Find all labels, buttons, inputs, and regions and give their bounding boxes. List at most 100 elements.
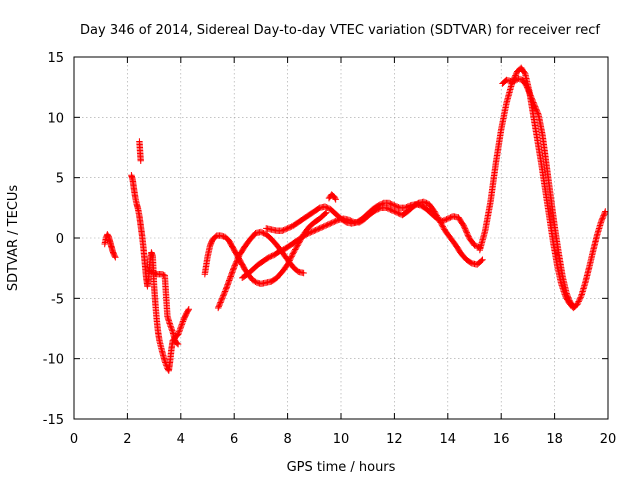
data-point: [174, 340, 182, 348]
data-point: [444, 215, 451, 222]
data-point: [331, 218, 338, 225]
data-point: [332, 217, 339, 225]
data-point: [377, 201, 385, 208]
data-point: [220, 292, 227, 299]
data-point: [218, 295, 226, 302]
data-point: [405, 202, 413, 210]
data-point: [232, 261, 239, 268]
data-point: [461, 225, 469, 232]
data-point: [228, 269, 236, 276]
data-point: [464, 232, 472, 239]
data-point: [288, 253, 295, 260]
data-point: [523, 84, 531, 91]
data-point: [321, 203, 329, 210]
data-point: [460, 222, 468, 230]
data-point: [315, 225, 322, 233]
x-tick-labels: 0 2 4 6 8 10 12 14 16 18 20: [70, 432, 616, 447]
data-point: [526, 91, 534, 98]
data-point: [251, 277, 258, 285]
data-point: [223, 282, 231, 290]
data-point: [443, 216, 450, 223]
data-point: [478, 257, 485, 264]
data-point: [602, 208, 609, 215]
data-point: [534, 110, 542, 117]
data-point: [577, 294, 584, 301]
data-point: [598, 217, 605, 225]
data-point: [217, 299, 224, 306]
data-point: [395, 204, 402, 211]
data-point: [177, 324, 184, 331]
data-point: [222, 285, 230, 292]
data-point: [401, 204, 409, 212]
data-point: [435, 216, 442, 223]
data-point: [150, 269, 158, 277]
data-point: [166, 321, 174, 329]
data-point: [445, 214, 453, 222]
data-point: [225, 277, 233, 284]
data-point: [375, 202, 382, 209]
data-point: [441, 216, 449, 224]
data-point: [327, 220, 334, 227]
data-point: [146, 267, 154, 275]
data-point: [287, 223, 294, 231]
data-point: [260, 229, 267, 237]
data-point: [179, 318, 187, 325]
data-point: [392, 208, 399, 216]
data-point: [395, 210, 402, 217]
data-point: [227, 273, 234, 280]
data-point: [527, 93, 535, 101]
data-point: [439, 223, 447, 230]
data-point: [530, 100, 538, 108]
data-point: [393, 203, 401, 210]
x-tick-label: 16: [493, 432, 510, 447]
y-tick-label: -15: [43, 413, 64, 428]
data-point: [512, 77, 520, 84]
x-tick-label: 2: [123, 432, 131, 447]
x-tick-label: 10: [333, 432, 350, 447]
data-point: [333, 217, 341, 224]
data-point: [324, 204, 331, 212]
data-point: [226, 274, 234, 282]
data-point: [220, 290, 228, 298]
data-point: [305, 229, 313, 237]
data-point: [391, 202, 398, 209]
data-point: [169, 327, 176, 334]
data-point: [231, 263, 238, 271]
data-point: [531, 102, 538, 109]
data-point: [290, 249, 297, 256]
data-point: [566, 297, 573, 304]
data-point: [222, 286, 229, 294]
data-point: [471, 242, 478, 249]
data-point: [463, 229, 470, 236]
x-tick-label: 12: [386, 432, 403, 447]
data-point: [284, 225, 291, 232]
data-point: [277, 247, 285, 254]
data-point: [214, 304, 222, 312]
data-point: [289, 251, 296, 259]
data-point: [321, 222, 329, 230]
x-tick-label: 4: [177, 432, 185, 447]
data-point: [283, 225, 290, 233]
data-point: [233, 258, 240, 265]
data-point: [167, 323, 174, 330]
data-point: [161, 357, 168, 365]
data-point: [281, 226, 289, 233]
data-point: [257, 228, 265, 236]
data-point: [235, 254, 242, 261]
data-point: [175, 329, 182, 337]
data-point: [523, 82, 530, 90]
data-point: [149, 269, 156, 276]
data-point: [464, 230, 471, 238]
data-point: [387, 206, 394, 213]
data-point: [221, 289, 228, 297]
data-point: [440, 224, 447, 232]
data-point: [388, 201, 395, 208]
data-point: [178, 322, 185, 330]
data-point: [317, 224, 325, 231]
data-point: [439, 217, 446, 225]
data-marks: [101, 64, 609, 374]
data-point: [320, 223, 327, 230]
data-point: [227, 271, 235, 279]
data-point: [175, 328, 183, 335]
